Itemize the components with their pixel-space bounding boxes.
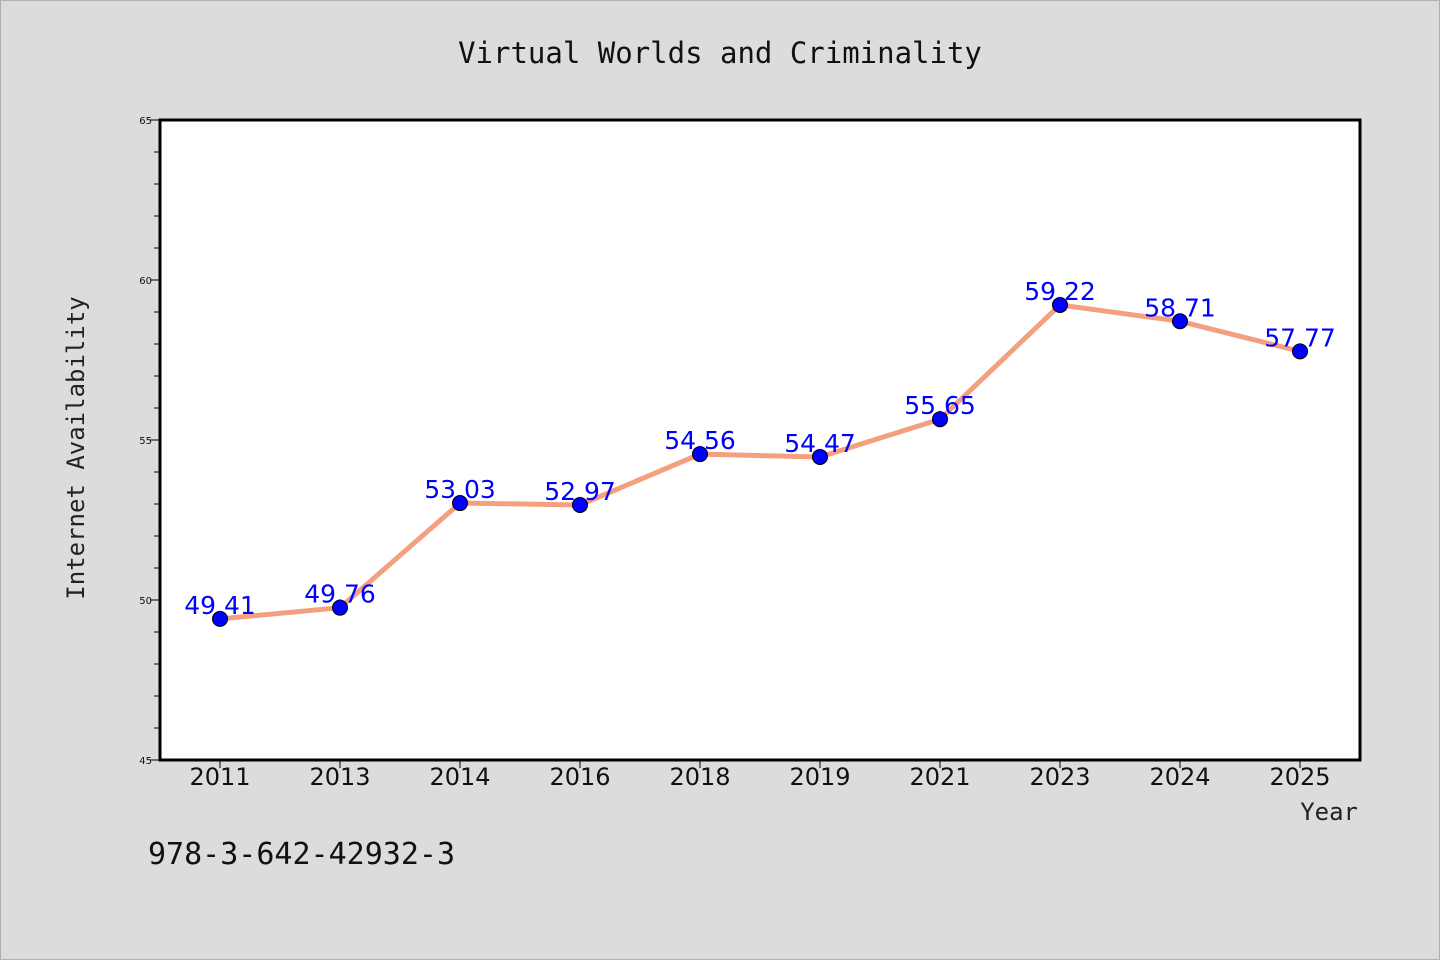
data-label: 54.56 [664,426,736,455]
x-tick-label: 2023 [1029,763,1090,791]
data-label: 59.22 [1024,277,1096,306]
x-axis: 2011 2013 2014 2016 2018 2019 2021 2023 2024 2025 [189,760,1331,791]
x-tick-label: 2013 [309,763,370,791]
data-label: 49.41 [184,591,256,620]
y-tick-label: 65 [139,116,152,127]
data-point [812,448,828,465]
data-point [1172,313,1188,330]
x-tick-label: 2024 [1149,763,1210,791]
isbn-footnote: 978-3-642-42932-3 [148,837,455,872]
x-tick-label: 2021 [909,763,970,791]
x-tick-label: 2011 [189,763,250,791]
plot-area [158,118,1362,762]
y-tick-label: 45 [139,756,152,767]
data-label: 54.47 [784,429,856,458]
data-point [572,496,588,513]
data-label: 49.76 [304,580,376,609]
data-label: 52.97 [544,477,616,506]
data-label: 55.65 [904,391,976,420]
data-point [1052,296,1068,313]
series-line [219,302,1301,622]
y-axis: 45 50 55 60 65 [139,116,160,767]
data-point [932,411,948,428]
data-point [692,446,708,463]
x-tick-label: 2025 [1269,763,1330,791]
data-point [452,495,468,512]
data-point [212,610,228,627]
x-tick-label: 2019 [789,763,850,791]
data-label: 53.03 [424,475,496,504]
x-tick-label: 2016 [549,763,610,791]
series-group: 49.41 49.76 53.03 52.97 54.56 54.47 55.65 59.22… [184,277,1336,627]
data-point [1292,343,1308,360]
data-label: 58.71 [1144,293,1216,322]
x-tick-label: 2018 [669,763,730,791]
data-point [332,599,348,616]
y-tick-label: 50 [139,596,152,607]
y-axis-label: Internet Availability [62,296,90,599]
x-axis-label: Year [1300,798,1358,826]
y-tick-label: 55 [139,436,152,447]
data-label: 57.77 [1264,323,1336,352]
x-tick-label: 2014 [429,763,490,791]
y-tick-label: 60 [139,276,152,287]
chart-title: Virtual Worlds and Criminality [458,36,982,70]
